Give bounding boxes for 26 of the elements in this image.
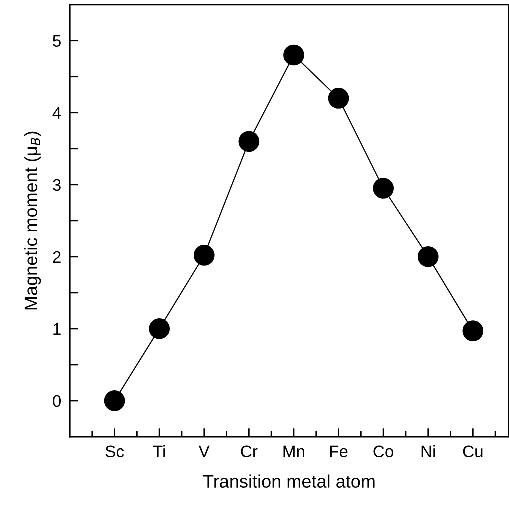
x-tick-label: Ti [153,445,166,458]
point [238,131,260,152]
point [373,178,394,199]
x-tick-label: Co [374,446,394,458]
y-tick-label: 3 [53,179,61,192]
x-tick-label: V [198,446,210,458]
y-tick-label: 5 [53,35,61,48]
point [284,44,304,66]
x-tick-label: Ni [422,445,436,458]
point [328,88,350,109]
x-tick-label: Cu [463,446,483,458]
point [462,320,484,342]
point [104,390,126,412]
y-axis-title: Magnetic moment (μ$_{B}$) [24,132,42,310]
y-tick-label: 0 [53,395,62,408]
point [149,318,170,340]
y-tick-label: 2 [53,251,61,263]
y-tick-label: 4 [52,107,62,119]
x-tick-label: Mn [284,446,304,458]
x-tick-label: Cr [241,446,258,458]
x-axis-title: Transition metal atom [203,474,375,488]
point [194,245,215,266]
y-tick-label: 1 [54,324,61,335]
x-tick-label: Sc [106,446,124,458]
x-tick-label: Fe [330,446,348,458]
point [418,246,439,268]
